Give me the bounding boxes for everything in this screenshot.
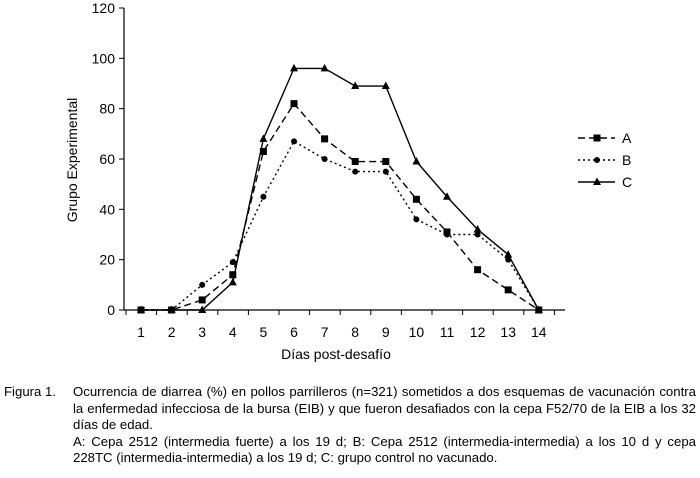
series-c-point xyxy=(412,157,421,165)
x-tick-label: 4 xyxy=(229,324,237,340)
legend-label-b: B xyxy=(622,152,631,168)
series-b-point xyxy=(291,138,297,145)
x-tick-label: 1 xyxy=(137,324,145,340)
legend-label-c: C xyxy=(622,174,632,190)
legend-marker-c xyxy=(593,177,601,185)
series-c-point xyxy=(290,63,298,72)
series-a-point xyxy=(412,195,420,203)
legend-marker-b xyxy=(594,157,600,163)
y-tick-label: 120 xyxy=(92,0,116,16)
caption-text: Ocurrencia de diarrea (%) en pollos parr… xyxy=(73,384,696,432)
series-a-point xyxy=(504,286,512,294)
series-b-line xyxy=(141,140,540,311)
series-a-point xyxy=(259,147,267,155)
x-tick-label: 11 xyxy=(440,324,455,340)
series-a-line xyxy=(141,102,540,311)
series-c-point xyxy=(443,192,451,200)
x-tick-label: 5 xyxy=(260,324,268,340)
legend-marker-a xyxy=(593,134,601,142)
series-b-point xyxy=(413,216,420,223)
y-tick-label: 0 xyxy=(107,302,115,318)
series-b-point xyxy=(444,231,450,238)
series-a-point xyxy=(290,100,298,108)
series-a xyxy=(137,100,543,314)
series-a-point xyxy=(474,266,482,274)
series-b-point xyxy=(229,259,236,266)
figure-label: Figura 1. xyxy=(4,384,57,399)
x-tick-label: 3 xyxy=(198,324,206,340)
legend-entry-c: C xyxy=(578,174,632,190)
series-c-point xyxy=(198,305,207,313)
legend-label-a: A xyxy=(622,130,632,146)
series-c-point xyxy=(351,81,360,90)
y-tick-label: 40 xyxy=(99,201,115,217)
y-tick-label: 80 xyxy=(99,101,115,117)
x-tick-label: 7 xyxy=(321,324,329,340)
series-a-point xyxy=(229,271,237,279)
legend-entry-a: A xyxy=(578,130,632,146)
series-b-point xyxy=(382,168,389,175)
series-b-point xyxy=(352,168,359,175)
x-tick-label: 13 xyxy=(500,324,516,340)
caption-legend-text: A: Cepa 2512 (intermedia fuerte) a los 1… xyxy=(73,433,696,466)
series-c-point xyxy=(320,63,329,72)
series-a-point xyxy=(382,158,390,166)
figure-caption: Figura 1. Ocurrencia de diarrea (%) en p… xyxy=(4,384,696,467)
y-tick-label: 60 xyxy=(99,151,115,167)
series-a-point xyxy=(198,296,206,304)
x-tick-label: 2 xyxy=(168,324,176,340)
series-b-point xyxy=(474,231,481,238)
series-b-point xyxy=(321,156,328,162)
x-tick-label: 12 xyxy=(470,324,486,340)
legend-entry-b: B xyxy=(578,152,631,168)
series-b-point xyxy=(260,193,267,200)
x-tick-label: 9 xyxy=(382,324,390,340)
x-tick-label: 14 xyxy=(531,324,547,340)
series-c-point xyxy=(228,277,237,286)
y-tick-label: 100 xyxy=(92,50,116,66)
series-c-line xyxy=(141,67,540,311)
x-tick-label: 8 xyxy=(351,324,359,340)
series-a-point xyxy=(321,135,329,143)
y-axis-label: Grupo Experimental xyxy=(64,98,80,223)
series-c-point xyxy=(381,81,390,90)
series-a-point xyxy=(351,158,359,166)
series-c-point xyxy=(504,250,513,258)
series-c-point xyxy=(473,224,482,233)
series-layer xyxy=(137,63,543,314)
series-c xyxy=(137,63,543,313)
x-axis-label: Días post-desafío xyxy=(281,346,391,362)
series-c-point xyxy=(259,134,268,142)
series-c-point xyxy=(137,305,145,313)
legend: ABC xyxy=(578,130,632,190)
series-b xyxy=(138,138,542,313)
x-tick-label: 10 xyxy=(409,324,425,340)
x-tick-label: 6 xyxy=(290,324,298,340)
series-b-point xyxy=(199,281,206,288)
series-c-point xyxy=(167,305,176,313)
series-c-point xyxy=(534,305,543,313)
y-tick-label: 20 xyxy=(99,252,115,268)
